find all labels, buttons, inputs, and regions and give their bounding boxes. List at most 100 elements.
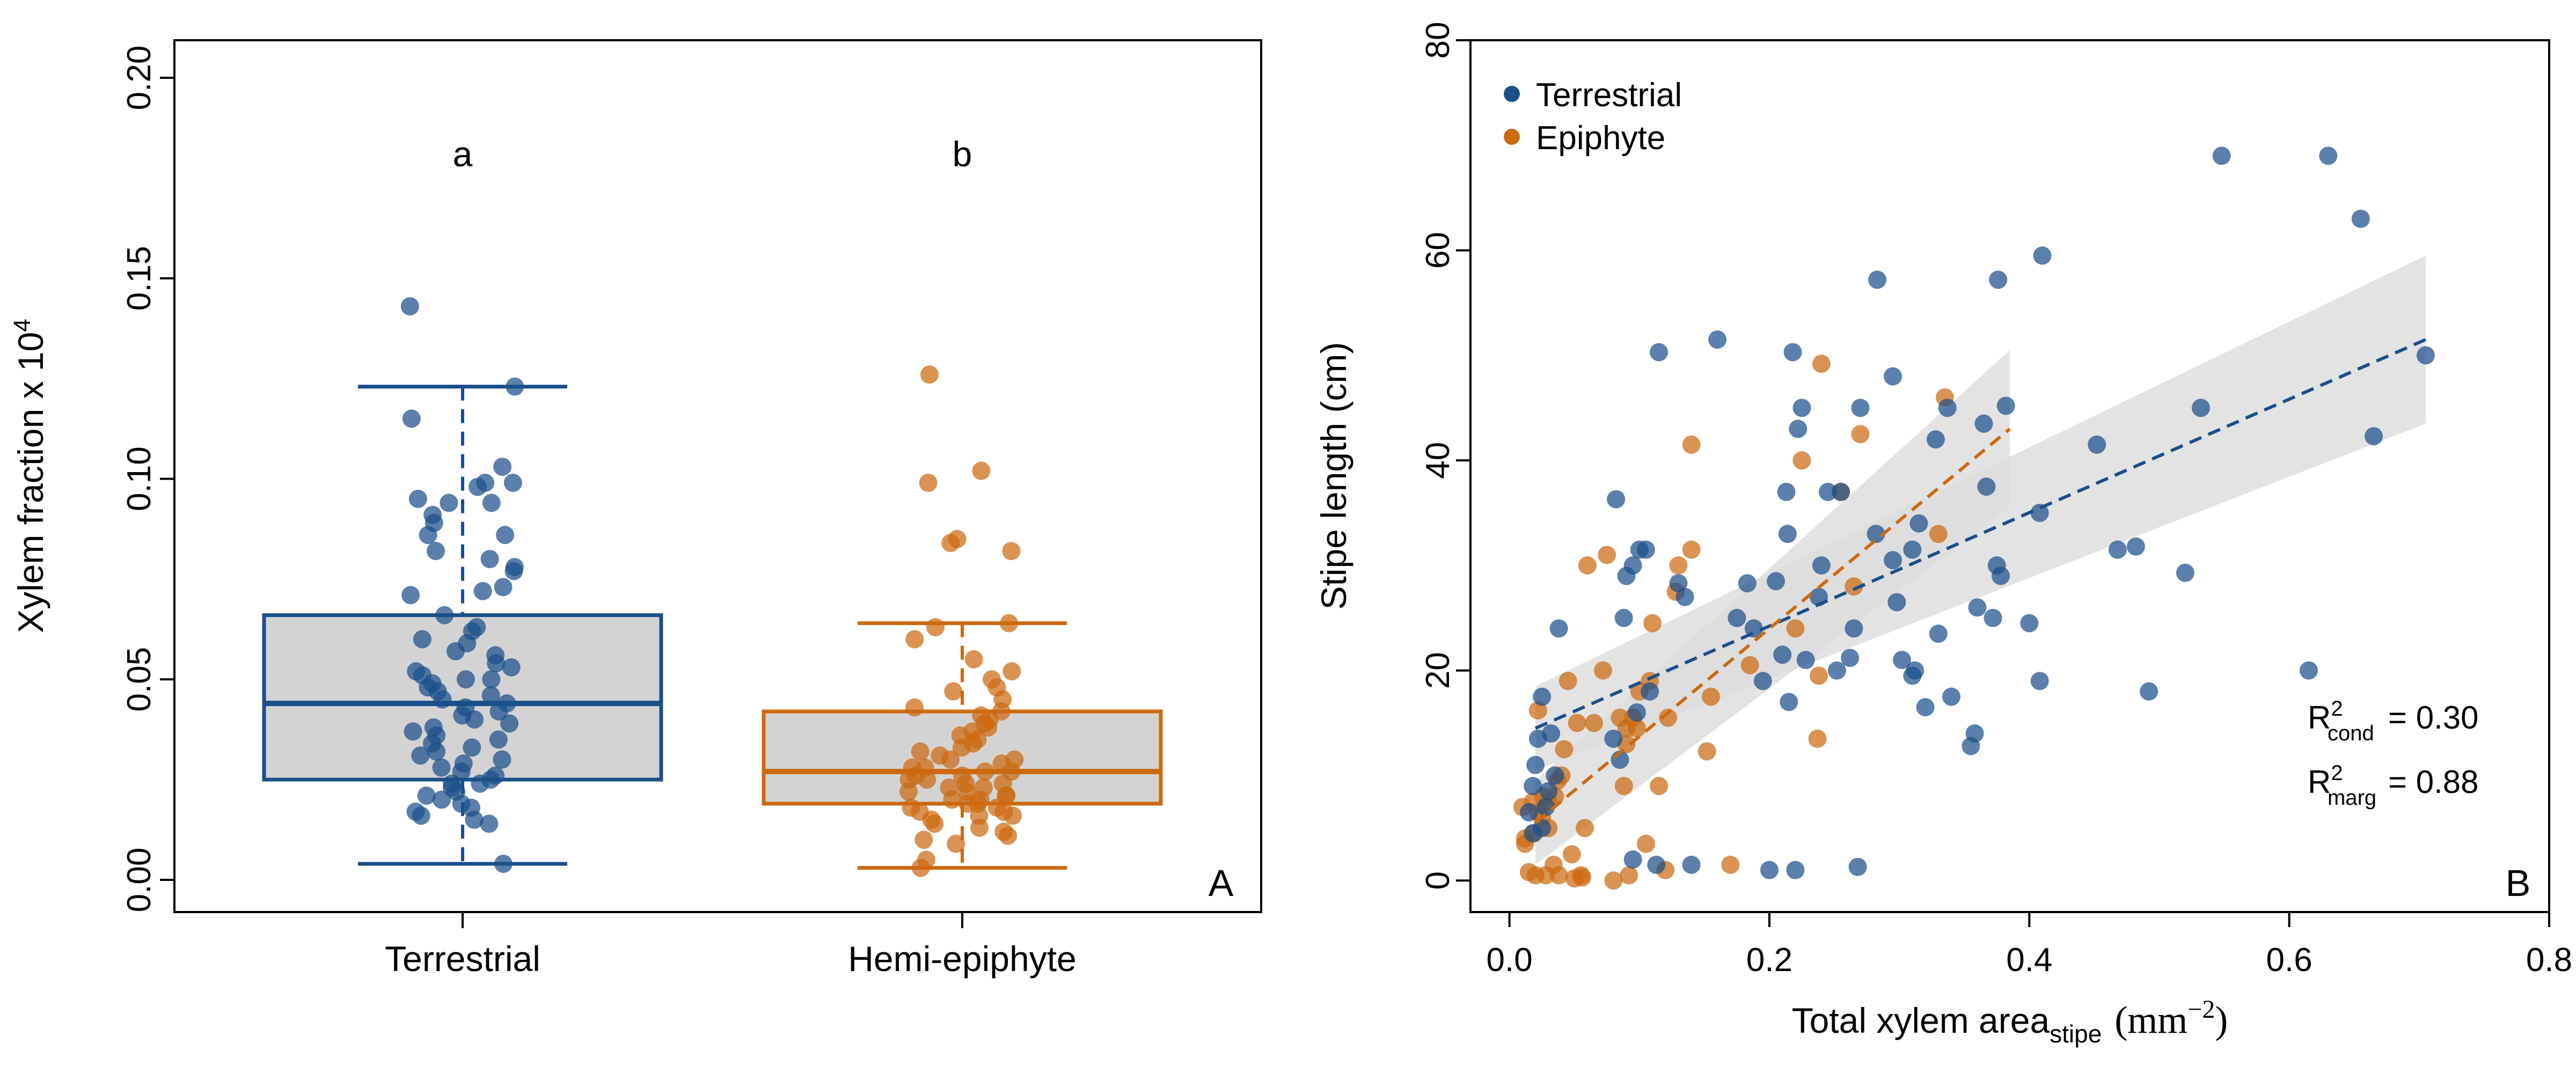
data-point <box>911 742 930 761</box>
panel-b-x-axis: 0.0 0.2 0.4 0.6 0.8 <box>1487 912 2572 979</box>
data-point <box>482 494 501 512</box>
data-point <box>905 698 924 717</box>
data-point <box>926 618 945 637</box>
r2-marg-sub: marg <box>2328 786 2376 810</box>
data-point <box>1555 740 1574 759</box>
data-point <box>1708 330 1727 349</box>
data-point <box>2191 399 2210 417</box>
legend-epiphyte-label: Epiphyte <box>1536 120 1665 157</box>
data-point <box>1845 577 1863 596</box>
data-point <box>1796 651 1815 670</box>
r2-cond-sub: cond <box>2328 722 2374 745</box>
data-point <box>1977 477 1996 496</box>
data-point <box>1524 824 1542 843</box>
regression-line <box>1534 428 2011 824</box>
data-point <box>943 790 962 809</box>
data-point <box>1650 343 1668 362</box>
data-point <box>1884 551 1902 570</box>
data-point <box>1682 435 1701 454</box>
data-point <box>1851 399 1870 417</box>
data-point <box>2176 563 2194 582</box>
data-point <box>2319 146 2338 165</box>
panel-b-frame <box>1469 39 2550 913</box>
panel-a-ytick-label: 0.20 <box>121 46 158 111</box>
data-point <box>1867 525 1885 543</box>
data-point <box>947 834 965 853</box>
data-point <box>1604 871 1623 890</box>
legend-terrestrial-marker <box>1504 86 1520 102</box>
data-point <box>1767 572 1785 591</box>
data-point <box>1783 343 1802 362</box>
data-point <box>1962 737 1980 755</box>
panel-b-annotations: R2 cond = 0.30 R2 marg = 0.88 <box>2308 697 2479 810</box>
data-point <box>1578 556 1597 575</box>
data-point <box>1641 682 1659 701</box>
panel-b-label: B <box>2506 862 2531 904</box>
data-point <box>412 806 430 825</box>
data-point <box>1984 608 2002 627</box>
data-point <box>1884 367 1902 386</box>
data-point <box>404 722 422 741</box>
data-point <box>417 787 436 805</box>
data-point <box>1533 687 1552 706</box>
data-point <box>2030 504 2049 523</box>
r2-marg-exp: 2 <box>2331 761 2343 785</box>
data-point <box>1989 270 2008 289</box>
data-point <box>1565 869 1584 888</box>
data-point <box>1789 420 1807 438</box>
data-point <box>1845 619 1863 638</box>
data-point <box>493 458 512 476</box>
data-point <box>473 582 492 600</box>
data-point <box>1568 714 1586 732</box>
data-point <box>1524 777 1542 796</box>
panel-a-xtick-label: Hemi-epiphyte <box>848 939 1077 979</box>
data-point <box>925 814 944 833</box>
data-point <box>972 461 991 480</box>
panel-b-y-axis: 0 20 40 60 80 <box>1419 22 1470 890</box>
data-point <box>506 377 524 396</box>
panel-b-legend: Terrestrial Epiphyte <box>1504 77 1682 157</box>
panel-a-ytick-label: 0.05 <box>121 647 158 712</box>
data-point <box>1528 729 1547 748</box>
data-point <box>465 810 484 829</box>
data-point <box>1851 425 1870 444</box>
data-point <box>411 746 430 765</box>
data-point <box>1630 540 1649 559</box>
data-point <box>970 818 989 837</box>
data-point <box>482 670 501 689</box>
data-point <box>1893 651 1911 670</box>
data-point <box>1549 619 1568 638</box>
data-point <box>2365 427 2383 446</box>
data-point <box>1848 857 1867 876</box>
data-point <box>911 858 930 877</box>
data-point <box>2033 246 2052 265</box>
data-point <box>1004 806 1022 825</box>
data-point <box>446 642 465 660</box>
data-point <box>1778 525 1797 543</box>
data-point <box>999 826 1018 845</box>
data-point <box>1786 619 1805 638</box>
panel-b-points <box>1513 146 2435 890</box>
data-point <box>480 814 499 833</box>
data-point <box>1697 742 1716 761</box>
data-point <box>500 714 519 733</box>
data-point <box>944 682 963 701</box>
panel-a-ylabel-text: Xylem fraction x 10 <box>11 332 50 633</box>
data-point <box>1812 556 1831 575</box>
data-point <box>2088 435 2106 454</box>
panel-b-ytick-label: 40 <box>1419 442 1457 479</box>
data-point <box>432 758 451 777</box>
data-point <box>402 409 421 428</box>
data-point <box>1868 270 1886 289</box>
data-point <box>941 750 960 769</box>
data-point <box>1682 540 1701 559</box>
legend-epiphyte-marker <box>1504 129 1520 145</box>
panel-a-frame <box>173 39 1262 913</box>
data-point <box>489 730 508 749</box>
data-point <box>2140 682 2158 701</box>
data-point <box>1614 777 1633 796</box>
data-point <box>1536 798 1555 817</box>
data-point <box>1539 782 1558 800</box>
